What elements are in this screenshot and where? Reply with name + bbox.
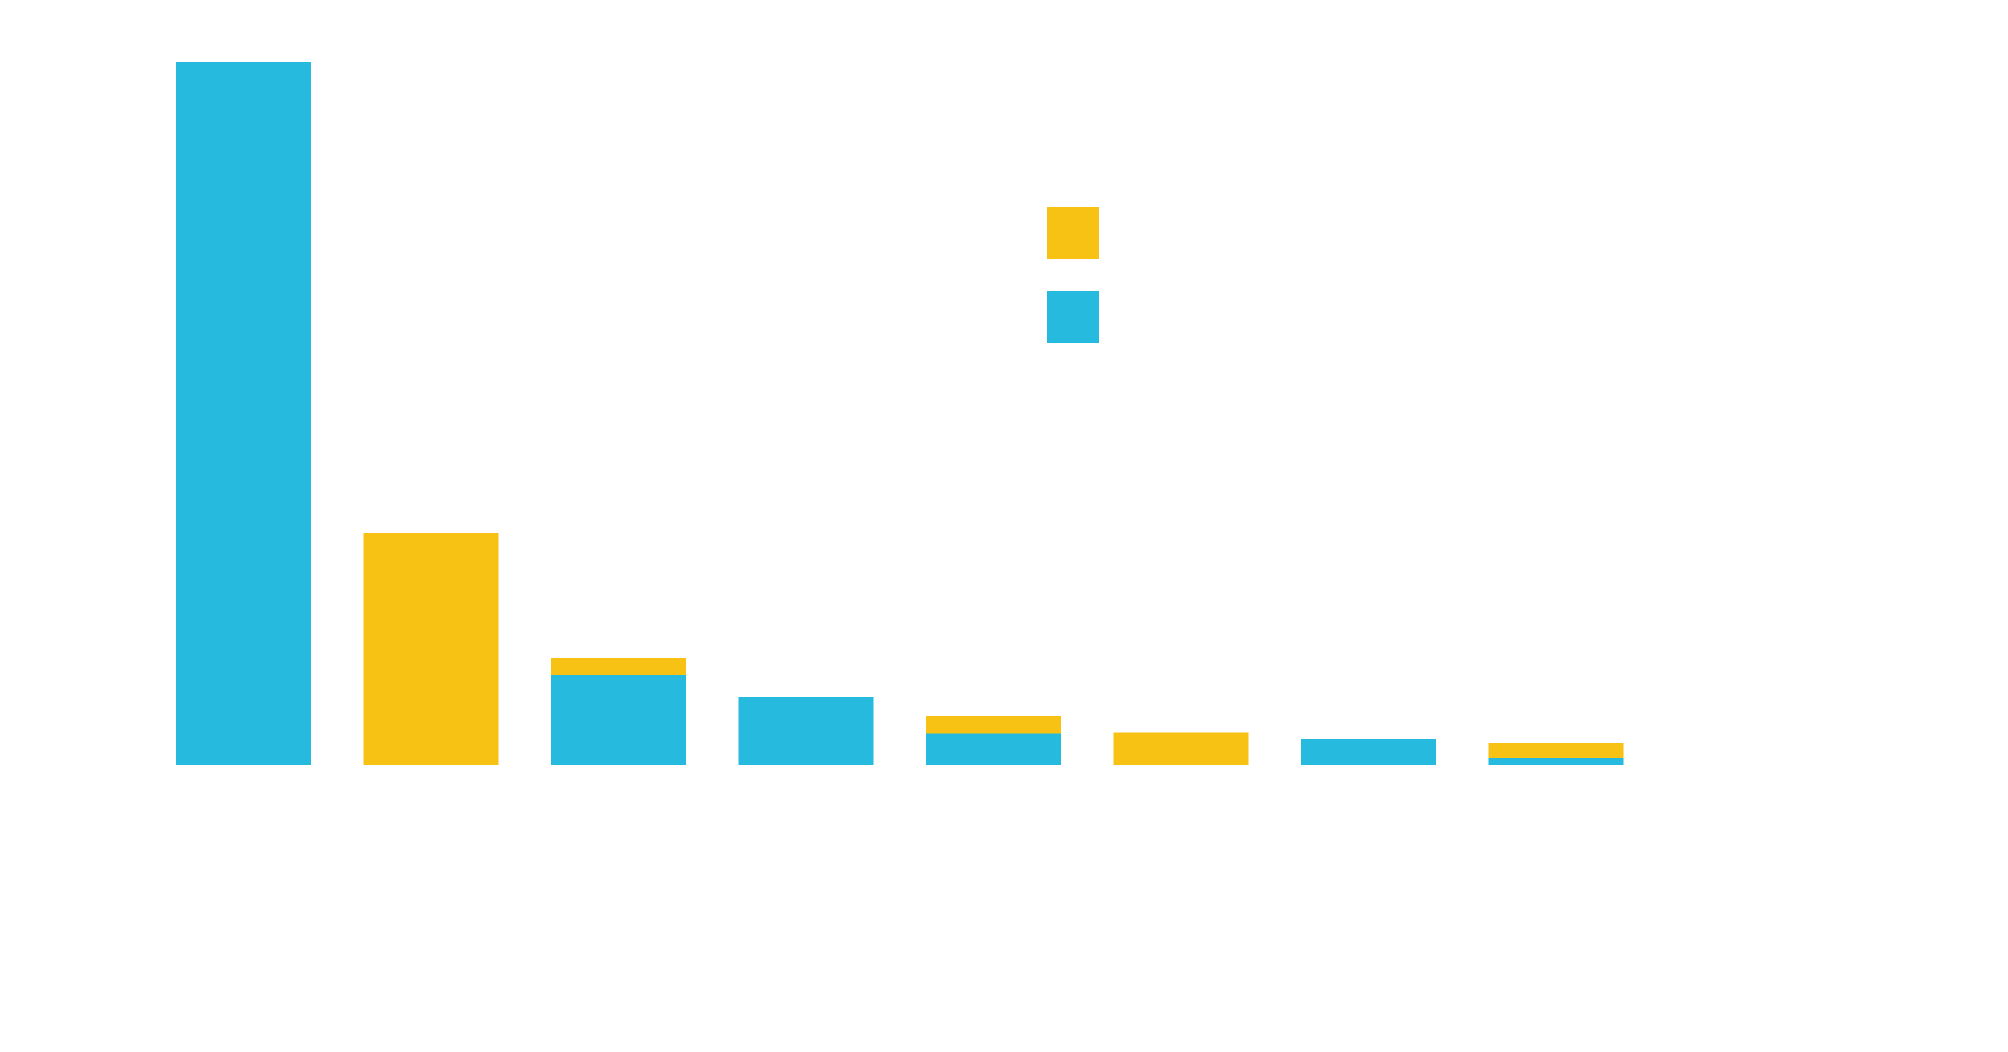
legend-swatch-2 <box>1047 291 1099 343</box>
bar-1-series-1 <box>176 62 311 765</box>
bar-group <box>176 62 1624 765</box>
legend-swatch-1 <box>1047 207 1099 259</box>
bar-6-series-2 <box>1113 732 1249 765</box>
legend <box>1047 207 1099 343</box>
bar-8-series-1 <box>1488 757 1624 765</box>
bar-5-series-1 <box>926 733 1061 765</box>
bar-2-series-2 <box>363 533 499 765</box>
bar-3-series-2 <box>551 658 686 676</box>
bar-8-series-2 <box>1488 743 1624 758</box>
bar-7-series-1 <box>1301 738 1436 765</box>
bar-4-series-1 <box>738 696 874 765</box>
bar-3-series-1 <box>551 675 686 765</box>
bar-5-series-2 <box>926 715 1061 734</box>
